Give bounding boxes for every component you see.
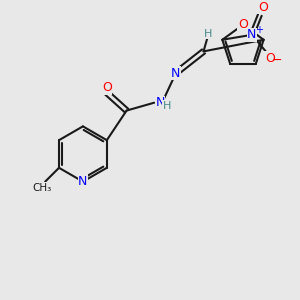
Text: O: O: [265, 52, 274, 65]
Text: O: O: [258, 1, 268, 14]
Text: N: N: [155, 96, 165, 109]
Text: +: +: [255, 25, 263, 35]
Text: O: O: [102, 81, 112, 94]
Text: H: H: [204, 28, 213, 39]
Text: N: N: [171, 67, 181, 80]
Text: N: N: [78, 175, 88, 188]
Text: H: H: [163, 100, 171, 111]
Text: N: N: [247, 28, 256, 41]
Text: O: O: [238, 18, 248, 31]
Text: −: −: [271, 54, 282, 67]
Text: CH₃: CH₃: [33, 182, 52, 193]
